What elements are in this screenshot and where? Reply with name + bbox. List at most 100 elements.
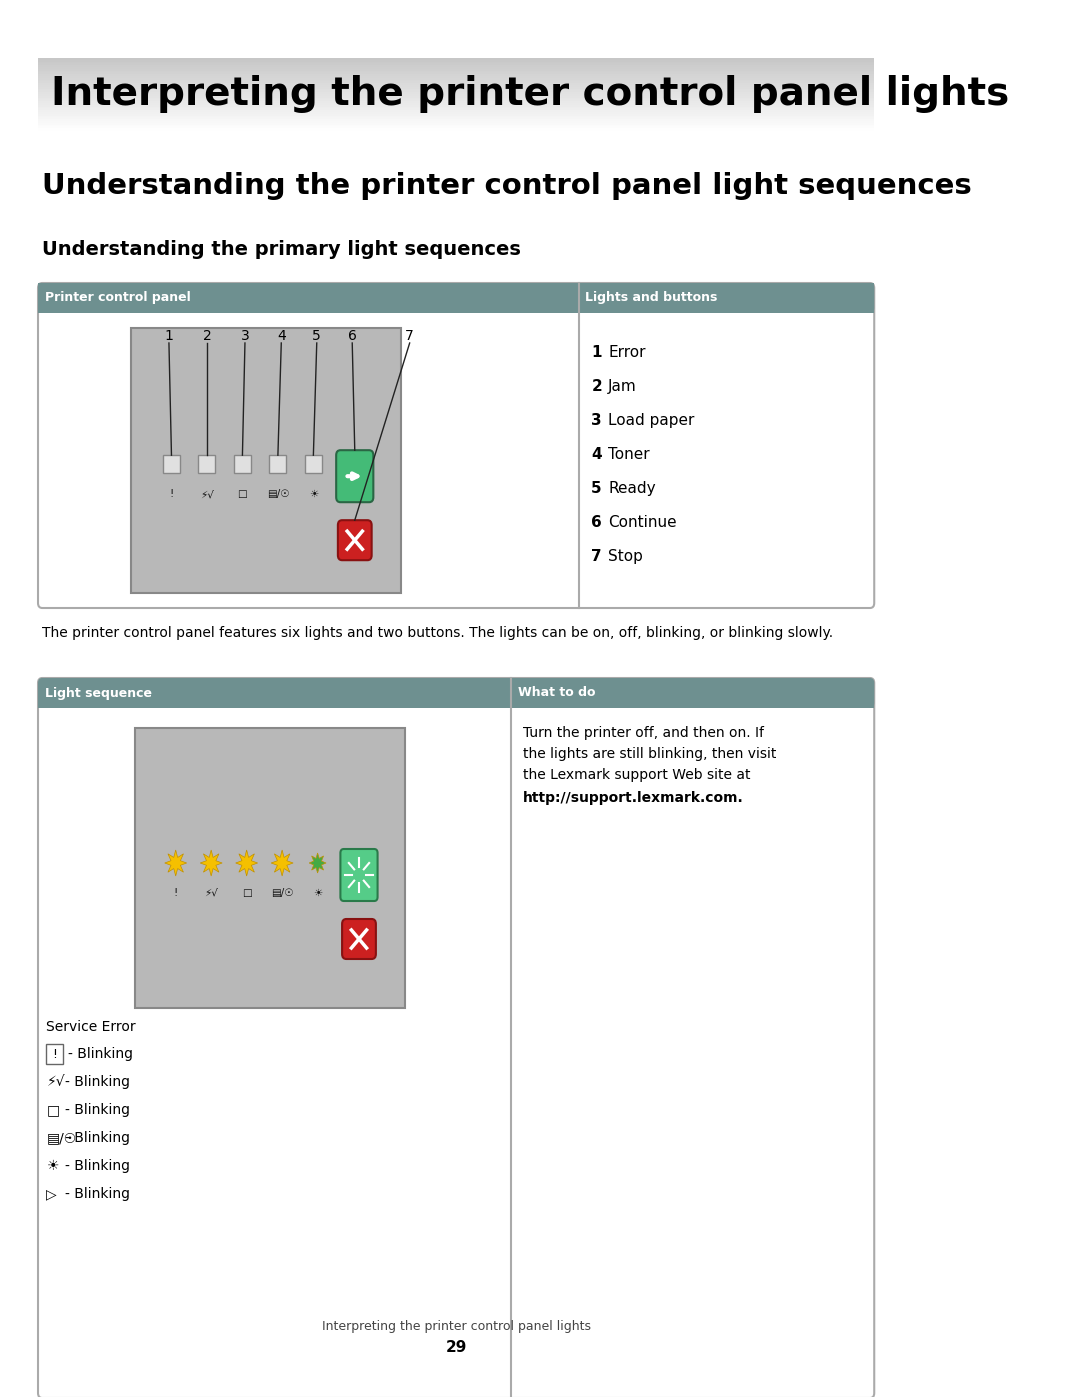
Text: ⚡√: ⚡√ (200, 489, 214, 499)
Text: 6: 6 (591, 515, 602, 529)
Text: 5: 5 (312, 330, 321, 344)
Polygon shape (200, 849, 222, 876)
Text: ▷: ▷ (46, 1187, 57, 1201)
Text: 4: 4 (591, 447, 602, 462)
Text: The printer control panel features six lights and two buttons. The lights can be: The printer control panel features six l… (42, 626, 834, 640)
Polygon shape (271, 849, 293, 876)
Polygon shape (235, 849, 258, 876)
Bar (38, 119, 874, 122)
Bar (38, 63, 874, 66)
Text: ▤/☉: ▤/☉ (271, 888, 294, 898)
Text: 29: 29 (445, 1340, 467, 1355)
Text: 6: 6 (348, 330, 356, 344)
Bar (38, 122, 874, 123)
Bar (38, 117, 874, 120)
Bar (38, 124, 874, 127)
Bar (38, 88, 874, 91)
Text: - Blinking: - Blinking (65, 1076, 130, 1090)
Bar (131, 328, 402, 592)
Text: Understanding the primary light sequences: Understanding the primary light sequence… (42, 240, 522, 258)
Text: - Blinking: - Blinking (65, 1132, 130, 1146)
Text: http://support.lexmark.com.: http://support.lexmark.com. (523, 791, 744, 805)
Text: Printer control panel: Printer control panel (44, 292, 190, 305)
Text: 3: 3 (591, 414, 602, 427)
Text: ⚡√: ⚡√ (204, 888, 218, 898)
Text: !: ! (170, 489, 174, 499)
Bar (38, 73, 874, 74)
Text: □: □ (46, 1104, 59, 1118)
Text: - Blinking: - Blinking (65, 1104, 130, 1118)
Bar (199, 455, 215, 474)
Bar (38, 113, 874, 116)
Bar (38, 84, 874, 85)
Bar (38, 81, 874, 84)
Text: Stop: Stop (608, 549, 643, 564)
Text: 2: 2 (591, 379, 602, 394)
FancyBboxPatch shape (38, 678, 874, 1397)
Bar (38, 68, 874, 71)
Text: What to do: What to do (517, 686, 595, 700)
Text: ☀: ☀ (309, 489, 318, 499)
Text: the lights are still blinking, then visit: the lights are still blinking, then visi… (523, 747, 777, 761)
Text: 7: 7 (405, 330, 414, 344)
Text: Service Error: Service Error (46, 1020, 136, 1034)
Bar (38, 91, 874, 92)
Text: 2: 2 (203, 330, 212, 344)
Text: □: □ (238, 489, 247, 499)
Text: Jam: Jam (608, 379, 637, 394)
Bar (38, 110, 874, 113)
Text: the Lexmark support Web site at: the Lexmark support Web site at (523, 768, 751, 782)
Bar (135, 728, 405, 1009)
Text: Turn the printer off, and then on. If: Turn the printer off, and then on. If (523, 726, 764, 740)
Bar (38, 112, 874, 115)
Text: 7: 7 (591, 549, 602, 564)
Bar (46, 1044, 64, 1065)
Bar (38, 126, 874, 129)
Text: ☀: ☀ (46, 1160, 59, 1173)
Bar (38, 101, 874, 103)
Bar (305, 455, 322, 474)
Text: 4: 4 (276, 330, 285, 344)
Bar (269, 455, 286, 474)
Text: 1: 1 (591, 345, 602, 360)
Bar (38, 116, 874, 117)
Bar (38, 71, 874, 73)
Bar (38, 99, 874, 102)
Text: Light sequence: Light sequence (44, 686, 152, 700)
Bar (38, 693, 874, 708)
Bar (38, 75, 874, 78)
Bar (234, 455, 251, 474)
Text: Error: Error (608, 345, 646, 360)
Text: Understanding the printer control panel light sequences: Understanding the printer control panel … (42, 172, 972, 200)
Bar (38, 74, 874, 77)
Bar (38, 80, 874, 82)
Bar (38, 66, 874, 67)
Bar (38, 123, 874, 126)
Text: Lights and buttons: Lights and buttons (585, 292, 718, 305)
Bar (38, 92, 874, 95)
Text: - Blinking: - Blinking (65, 1160, 130, 1173)
FancyBboxPatch shape (338, 520, 372, 560)
Text: - Blinking: - Blinking (65, 1187, 130, 1201)
Text: □: □ (242, 888, 252, 898)
Bar (38, 78, 874, 80)
Text: 5: 5 (591, 481, 602, 496)
Bar (38, 109, 874, 110)
Bar (38, 61, 874, 64)
Text: 3: 3 (241, 330, 249, 344)
Text: ▤/☉: ▤/☉ (46, 1132, 77, 1146)
Text: Load paper: Load paper (608, 414, 694, 427)
Bar (38, 67, 874, 70)
Polygon shape (165, 849, 187, 876)
Text: Ready: Ready (608, 481, 656, 496)
FancyBboxPatch shape (38, 284, 874, 608)
Text: 1: 1 (164, 330, 174, 344)
Bar (38, 87, 874, 89)
Bar (163, 455, 180, 474)
Text: Continue: Continue (608, 515, 677, 529)
Bar (38, 98, 874, 101)
Text: Toner: Toner (608, 447, 650, 462)
Bar (38, 105, 874, 108)
Bar (38, 96, 874, 98)
Bar (38, 298, 874, 313)
